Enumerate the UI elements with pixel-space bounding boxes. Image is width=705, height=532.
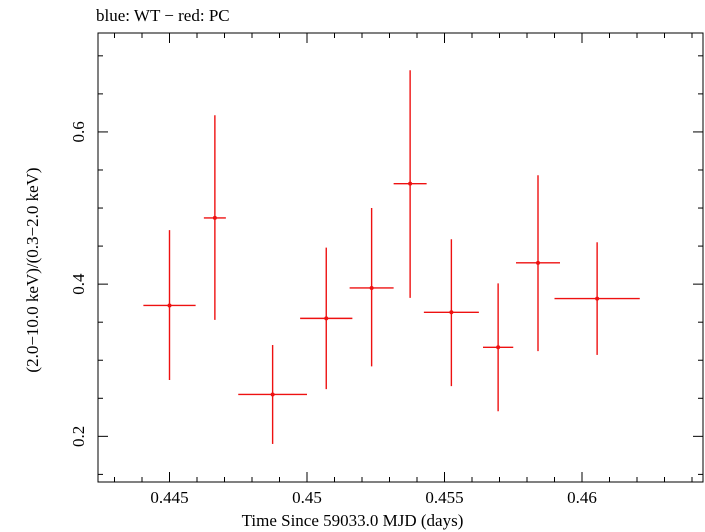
plot-frame <box>97 32 704 483</box>
data-point <box>349 208 394 367</box>
data-marker <box>595 296 600 301</box>
data-point <box>516 175 560 352</box>
x-tick-label: 0.46 <box>567 488 597 507</box>
axis-ticks <box>98 33 703 482</box>
data-points <box>143 70 640 444</box>
data-marker <box>536 260 540 265</box>
data-point <box>483 283 514 412</box>
x-tick-label: 0.445 <box>150 488 188 507</box>
x-axis-label: Time Since 59033.0 MJD (days) <box>241 511 464 530</box>
data-marker <box>369 285 374 290</box>
y-tick-label: 0.6 <box>69 121 88 142</box>
data-marker <box>408 181 413 186</box>
data-marker <box>167 303 172 308</box>
data-marker <box>270 392 275 397</box>
data-point <box>238 345 307 444</box>
data-marker <box>449 310 454 315</box>
x-tick-label: 0.455 <box>425 488 463 507</box>
y-tick-label: 0.2 <box>69 426 88 447</box>
data-marker <box>324 316 329 321</box>
data-point <box>554 242 640 355</box>
data-point <box>300 247 353 390</box>
data-marker <box>496 345 501 350</box>
axis-tick-labels: 0.445 0.45 0.455 0.46 0.2 0.4 0.6 <box>69 121 597 507</box>
data-marker <box>212 215 217 220</box>
y-tick-label: 0.4 <box>69 273 88 295</box>
data-point <box>143 230 196 381</box>
chart-title: blue: WT − red: PC <box>96 6 230 25</box>
x-tick-label: 0.45 <box>292 488 322 507</box>
data-point <box>203 115 226 320</box>
data-point <box>393 70 427 298</box>
data-point <box>423 239 479 387</box>
